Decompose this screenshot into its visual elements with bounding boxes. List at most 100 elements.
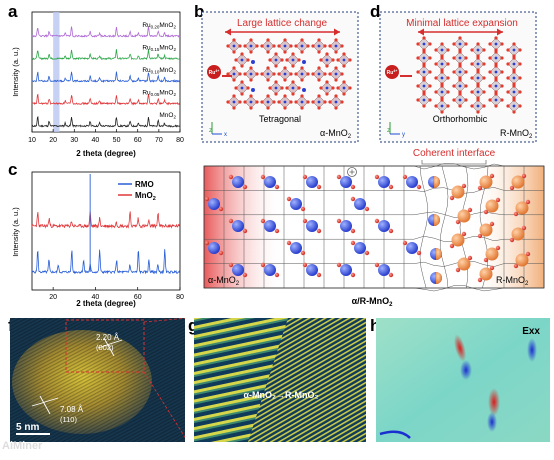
panel-d-phase: R-MnO2 [500, 128, 533, 140]
legend-label-mno2: MnO2 [135, 191, 156, 202]
o-atom [283, 66, 287, 70]
ru-ion-icon [207, 65, 221, 79]
mn-atom [458, 98, 462, 102]
o-atom [336, 262, 342, 268]
d-spacing-1: 2.20 Å [96, 333, 120, 342]
o-atom [289, 72, 293, 76]
o-atom [260, 72, 264, 76]
o-atom [285, 58, 289, 62]
o-atom [242, 272, 248, 278]
chart-c-ylabel: Intensity (a. u.) [11, 207, 20, 257]
o-atom [470, 76, 474, 80]
o-atom [232, 38, 236, 42]
o-atom [422, 64, 426, 68]
o-atom [350, 184, 356, 190]
o-atom [323, 72, 327, 76]
r-phase-label: R-MnO2 [496, 275, 529, 287]
grid-line-v [419, 165, 429, 288]
ru-ion-label: Ru4+ [209, 69, 220, 76]
alpha-lattice [226, 38, 352, 110]
tunnel-ion [251, 60, 255, 64]
o-atom [334, 66, 338, 70]
mn-atom-r [479, 175, 493, 189]
o-atom [500, 98, 504, 102]
interface-bracket [421, 160, 487, 165]
grid-line-h [204, 260, 544, 267]
tunnel-ion [251, 88, 255, 92]
strain-hotspot-5 [527, 338, 537, 362]
o-atom [232, 94, 236, 98]
chart-a-frame [31, 11, 181, 133]
o-atom [260, 262, 266, 268]
mn-atom-r [511, 227, 525, 241]
o-atom [325, 92, 329, 96]
interface-label: Coherent interface [413, 148, 496, 159]
o-atom [218, 250, 224, 256]
interface-atoms [204, 173, 531, 284]
o-atom [342, 52, 346, 56]
mn-atom [283, 100, 287, 104]
panel-b-title: Large lattice change [237, 18, 328, 29]
o-atom [364, 206, 370, 212]
o-atom [316, 272, 322, 278]
tick-label-a: 50 [113, 137, 121, 144]
mn-atom [300, 72, 304, 76]
tick-label-a: 20 [49, 137, 57, 144]
series-a-line [31, 115, 181, 128]
o-atom [334, 50, 338, 54]
o-atom [488, 70, 492, 74]
o-atom [291, 52, 295, 56]
o-atom [488, 84, 492, 88]
strain-hotspot-1 [453, 334, 467, 362]
mn-atom [422, 56, 426, 60]
mn-atom [512, 62, 516, 66]
o-atom [317, 50, 321, 54]
o-atom [494, 92, 498, 96]
o-atom [300, 50, 304, 54]
o-atom [434, 90, 438, 94]
o-atom [458, 104, 462, 108]
o-atom [422, 50, 426, 54]
o-atom [506, 104, 510, 108]
o-atom [488, 56, 492, 60]
mn-atom [422, 42, 426, 46]
o-atom [277, 72, 281, 76]
o-atom [274, 184, 280, 190]
o-atom [482, 48, 486, 52]
o-atom [440, 70, 444, 74]
mn-atom-r [479, 267, 493, 281]
o-atom [306, 44, 310, 48]
o-atom [500, 84, 504, 88]
o-atom [464, 84, 468, 88]
o-atom [325, 64, 329, 68]
o-atom [513, 263, 519, 269]
o-atom [289, 100, 293, 104]
o-atom [255, 100, 259, 104]
o-atom [348, 86, 352, 90]
o-atom [500, 42, 504, 46]
o-atom [242, 184, 248, 190]
mn-atom [334, 44, 338, 48]
o-atom [518, 104, 522, 108]
o-atom [300, 66, 304, 70]
o-atom [243, 100, 247, 104]
o-atom [506, 76, 510, 80]
mn-atom [266, 72, 270, 76]
o-atom [506, 48, 510, 52]
o-atom [446, 48, 450, 52]
o-atom [300, 106, 304, 110]
mn-atom [440, 62, 444, 66]
svg-text:z: z [209, 128, 212, 134]
o-atom [350, 272, 356, 278]
tick-label-c: 60 [134, 294, 142, 301]
o-atom [521, 173, 527, 179]
mn-atom-alpha [232, 176, 244, 188]
o-atom [494, 104, 498, 108]
axes-icon: z x [209, 122, 227, 138]
o-atom [452, 42, 456, 46]
o-atom [446, 90, 450, 94]
o-atom [422, 104, 426, 108]
fringe-label: α-MnO₂→R-MnO₂ [243, 390, 318, 400]
o-atom [268, 58, 272, 62]
o-atom [416, 250, 422, 256]
